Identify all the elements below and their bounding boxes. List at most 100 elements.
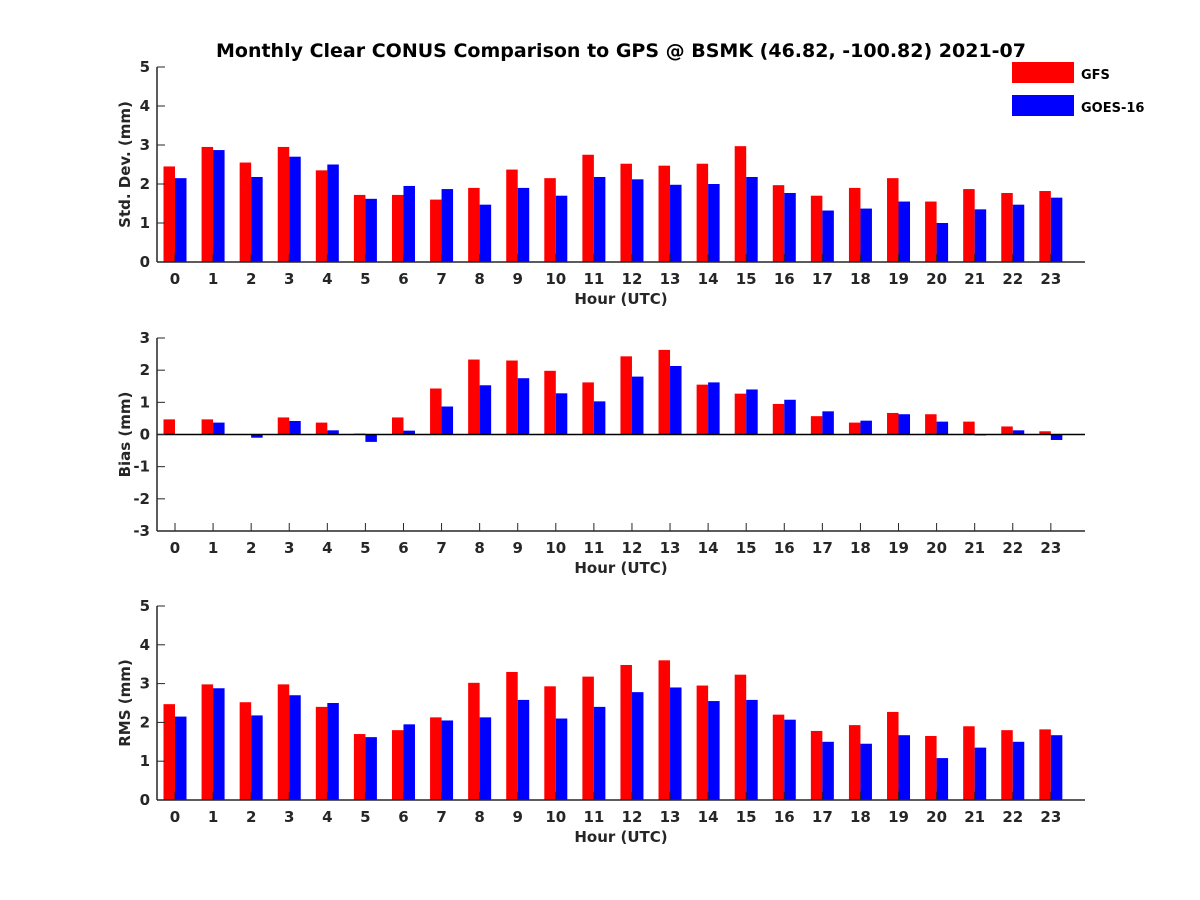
std-dev-bar-gfs-h7 [430,199,442,262]
bias-bar-gfs-h11 [582,382,594,435]
rms-xtick-label: 0 [170,808,180,826]
std-dev-xtick-label: 3 [284,270,294,288]
bias-xtick-label: 10 [545,539,566,557]
bias-bar-goes16-h14 [708,382,720,435]
std-dev-xtick-label: 8 [474,270,484,288]
rms-xtick-label: 5 [360,808,370,826]
bias-bar-gfs-h3 [277,417,290,435]
std-dev-bar-goes16-h18 [860,208,872,262]
bias-bar-gfs-h6 [391,417,404,435]
rms-bar-goes16-h6 [403,724,415,800]
bias-ytick-label: 1 [140,393,150,411]
std-dev-xtick-label: 12 [622,270,643,288]
bias-xtick-label: 9 [513,539,523,557]
bias-xtick-label: 8 [474,539,484,557]
rms-bar-gfs-h14 [696,685,709,800]
std-dev-x-axis-label: Hour (UTC) [574,290,667,308]
bias-bar-gfs-h0 [163,419,175,435]
rms-bar-goes16-h4 [327,703,339,800]
bias-bar-gfs-h13 [658,349,671,435]
bias-bar-goes16-h19 [898,414,911,435]
bias-xtick-label: 21 [964,539,985,557]
bias-bar-goes16-h10 [555,393,568,435]
std-dev-xtick-label: 6 [398,270,408,288]
bias-bar-goes16-h2 [251,434,263,438]
std-dev-bar-goes16-h7 [441,189,454,262]
std-dev-bar-gfs-h9 [506,169,518,262]
rms-bar-goes16-h10 [555,718,568,800]
std-dev-bar-goes16-h19 [898,201,911,262]
std-dev-bar-gfs-h8 [468,187,480,262]
bias-bar-goes16-h6 [403,430,415,435]
rms-bar-gfs-h16 [772,714,785,800]
bias-bar-gfs-h7 [430,388,442,435]
rms-bar-gfs-h23 [1039,729,1051,800]
rms-bar-gfs-h6 [391,730,404,800]
rms-bar-gfs-h1 [201,684,214,800]
std-dev-bar-gfs-h17 [810,195,823,262]
std-dev-bar-goes16-h20 [936,223,949,262]
std-dev-ytick-label: 4 [140,97,150,115]
rms-bar-gfs-h2 [239,702,252,800]
std-dev-bar-gfs-h12 [620,163,632,262]
rms-xtick-label: 4 [322,808,332,826]
rms-bar-goes16-h18 [860,743,872,800]
std-dev-bar-gfs-h23 [1039,191,1051,262]
std-dev-bar-goes16-h3 [289,156,301,262]
rms-bar-goes16-h5 [365,737,377,800]
bias-xtick-label: 12 [622,539,643,557]
std-dev-bar-gfs-h13 [658,165,671,262]
rms-ytick-label: 1 [140,752,150,770]
rms-bar-goes16-h1 [213,688,225,800]
std-dev-bar-gfs-h3 [277,146,290,262]
bias-xtick-label: 17 [812,539,833,557]
rms-bar-gfs-h12 [620,664,632,800]
rms-bar-goes16-h8 [479,717,492,800]
bias-bar-goes16-h13 [670,365,682,435]
rms-xtick-label: 10 [545,808,566,826]
rms-ytick-label: 2 [140,713,150,731]
std-dev-bar-gfs-h19 [887,178,899,262]
rms-bar-gfs-h22 [1001,730,1013,800]
std-dev-bar-gfs-h22 [1001,192,1013,262]
bias-bar-gfs-h23 [1039,431,1051,435]
bias-bar-goes16-h3 [289,420,301,435]
rms-xtick-label: 11 [583,808,604,826]
bias-xtick-label: 7 [436,539,446,557]
std-dev-bar-goes16-h23 [1050,197,1063,262]
rms-xtick-label: 1 [208,808,218,826]
rms-bar-goes16-h11 [593,706,606,800]
rms-y-axis-label: RMS (mm) [116,659,134,746]
std-dev-ytick-label: 2 [140,175,150,193]
bias-ytick-label: -1 [133,458,150,476]
rms-ytick-label: 3 [140,675,150,693]
std-dev-bar-gfs-h1 [201,146,214,262]
std-dev-xtick-label: 16 [774,270,795,288]
std-dev-bar-goes16-h16 [784,192,796,262]
rms-bar-goes16-h14 [708,701,720,800]
std-dev-bar-goes16-h2 [251,176,263,262]
rms-xtick-label: 6 [398,808,408,826]
std-dev-xtick-label: 20 [926,270,947,288]
rms-bar-goes16-h0 [175,716,187,800]
rms-bar-goes16-h16 [784,719,796,800]
bias-xtick-label: 6 [398,539,408,557]
rms-bar-gfs-h15 [734,674,747,800]
std-dev-bar-goes16-h14 [708,184,720,262]
rms-xtick-label: 8 [474,808,484,826]
std-dev-bar-gfs-h21 [963,189,975,262]
std-dev-bar-goes16-h12 [631,179,644,262]
rms-bar-gfs-h8 [468,682,480,800]
std-dev-bar-gfs-h5 [353,194,366,262]
std-dev-bar-goes16-h6 [403,185,415,262]
rms-bar-goes16-h15 [746,699,758,800]
rms-bar-gfs-h21 [963,726,975,800]
std-dev-bar-goes16-h8 [479,204,492,262]
std-dev-bar-gfs-h2 [239,162,252,262]
rms-bar-gfs-h0 [163,704,175,800]
std-dev-xtick-label: 11 [583,270,604,288]
std-dev-bar-goes16-h10 [555,195,568,262]
bias-xtick-label: 22 [1002,539,1023,557]
bias-bar-goes16-h18 [860,420,872,435]
